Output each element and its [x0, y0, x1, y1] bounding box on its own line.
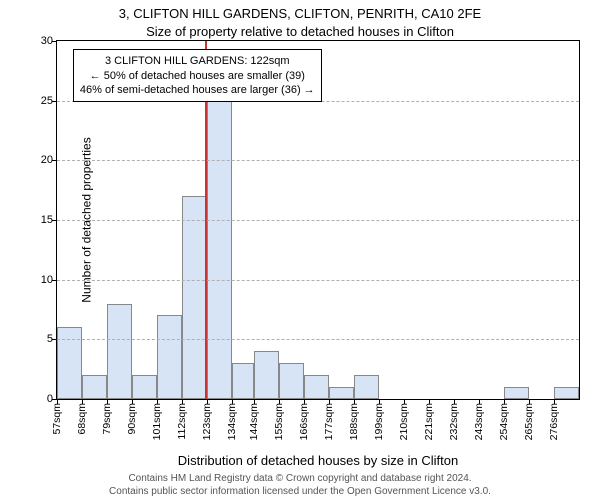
xtick-label: 210sqm	[398, 403, 410, 440]
histogram-bar	[207, 101, 232, 399]
histogram-bar	[132, 375, 157, 399]
footer-line1: Contains HM Land Registry data © Crown c…	[10, 473, 590, 486]
histogram-bar	[304, 375, 329, 399]
xtick-label: 254sqm	[498, 403, 510, 440]
histogram-bar	[157, 315, 182, 399]
xtick-label: 155sqm	[273, 403, 285, 440]
ytick-label: 30	[41, 35, 53, 47]
xtick-label: 221sqm	[423, 403, 435, 440]
ytick-label: 25	[41, 95, 53, 107]
x-axis-label: Distribution of detached houses by size …	[56, 453, 580, 468]
histogram-bar	[554, 387, 579, 399]
xtick-label: 265sqm	[523, 403, 535, 440]
xtick-label: 57sqm	[51, 403, 63, 435]
chart-title-line2: Size of property relative to detached ho…	[0, 24, 600, 39]
xtick-label: 79sqm	[101, 403, 113, 435]
annotation-line3: 46% of semi-detached houses are larger (…	[80, 83, 315, 97]
xtick-label: 144sqm	[248, 403, 260, 440]
histogram-bar	[182, 196, 207, 399]
xtick-label: 188sqm	[348, 403, 360, 440]
histogram-bar	[254, 351, 279, 399]
ytick-label: 10	[41, 274, 53, 286]
histogram-bar	[354, 375, 379, 399]
xtick-label: 199sqm	[373, 403, 385, 440]
annotation-box: 3 CLIFTON HILL GARDENS: 122sqm← 50% of d…	[73, 49, 322, 102]
xtick-label: 134sqm	[226, 403, 238, 440]
xtick-label: 68sqm	[76, 403, 88, 435]
histogram-bar	[279, 363, 304, 399]
xtick-label: 166sqm	[298, 403, 310, 440]
grid-line	[57, 280, 579, 281]
annotation-line1: 3 CLIFTON HILL GARDENS: 122sqm	[80, 54, 315, 68]
xtick-label: 123sqm	[201, 403, 213, 440]
xtick-label: 112sqm	[176, 403, 188, 440]
histogram-bar	[57, 327, 82, 399]
xtick-label: 177sqm	[323, 403, 335, 440]
histogram-bar	[329, 387, 354, 399]
histogram-bar	[504, 387, 529, 399]
chart-title-line1: 3, CLIFTON HILL GARDENS, CLIFTON, PENRIT…	[0, 6, 600, 21]
histogram-bar	[232, 363, 255, 399]
plot-area: 05101520253057sqm68sqm79sqm90sqm101sqm11…	[56, 40, 580, 400]
footer-attribution: Contains HM Land Registry data © Crown c…	[10, 473, 590, 498]
ytick-label: 20	[41, 154, 53, 166]
ytick-label: 5	[47, 333, 53, 345]
footer-line2: Contains public sector information licen…	[10, 486, 590, 499]
grid-line	[57, 220, 579, 221]
ytick-label: 15	[41, 214, 53, 226]
xtick-label: 276sqm	[548, 403, 560, 440]
histogram-bar	[82, 375, 107, 399]
grid-line	[57, 160, 579, 161]
xtick-label: 232sqm	[448, 403, 460, 440]
histogram-bar	[107, 304, 132, 399]
grid-line	[57, 339, 579, 340]
xtick-label: 243sqm	[473, 403, 485, 440]
xtick-label: 90sqm	[126, 403, 138, 435]
xtick-label: 101sqm	[151, 403, 163, 440]
annotation-line2: ← 50% of detached houses are smaller (39…	[80, 69, 315, 83]
